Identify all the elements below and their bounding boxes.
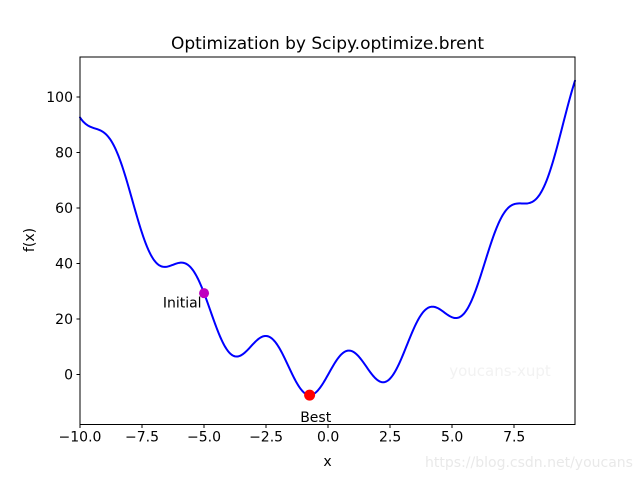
y-tick-label: 0 xyxy=(64,368,73,384)
annotation-initial: Initial xyxy=(163,295,202,311)
y-tick-label: 100 xyxy=(46,90,73,106)
plot-border xyxy=(79,56,576,425)
y-tick-label: 80 xyxy=(55,146,73,162)
annotation-best: Best xyxy=(300,410,332,426)
x-tick-label: −7.5 xyxy=(125,430,159,446)
x-tick-label: −5.0 xyxy=(187,430,221,446)
watermark-url: https://blog.csdn.net/youcans xyxy=(425,455,633,471)
y-tick-label: 20 xyxy=(55,312,73,328)
x-tick-label: −2.5 xyxy=(249,430,283,446)
function-curve xyxy=(79,79,576,397)
x-axis-label: x xyxy=(323,454,332,470)
x-tick-label: 5.0 xyxy=(441,430,463,446)
y-tick-label: 40 xyxy=(55,257,73,273)
y-tick-label: 60 xyxy=(55,201,73,217)
watermark-plot: youcans-xupt xyxy=(449,362,551,380)
x-tick-label: 2.5 xyxy=(379,430,401,446)
initial-point xyxy=(199,288,210,299)
chart-title: Optimization by Scipy.optimize.brent xyxy=(170,34,485,54)
x-tick-label: 7.5 xyxy=(503,430,525,446)
x-tick-label: 0.0 xyxy=(317,430,339,446)
best-point xyxy=(304,389,316,401)
x-tick-label: −10.0 xyxy=(59,430,102,446)
